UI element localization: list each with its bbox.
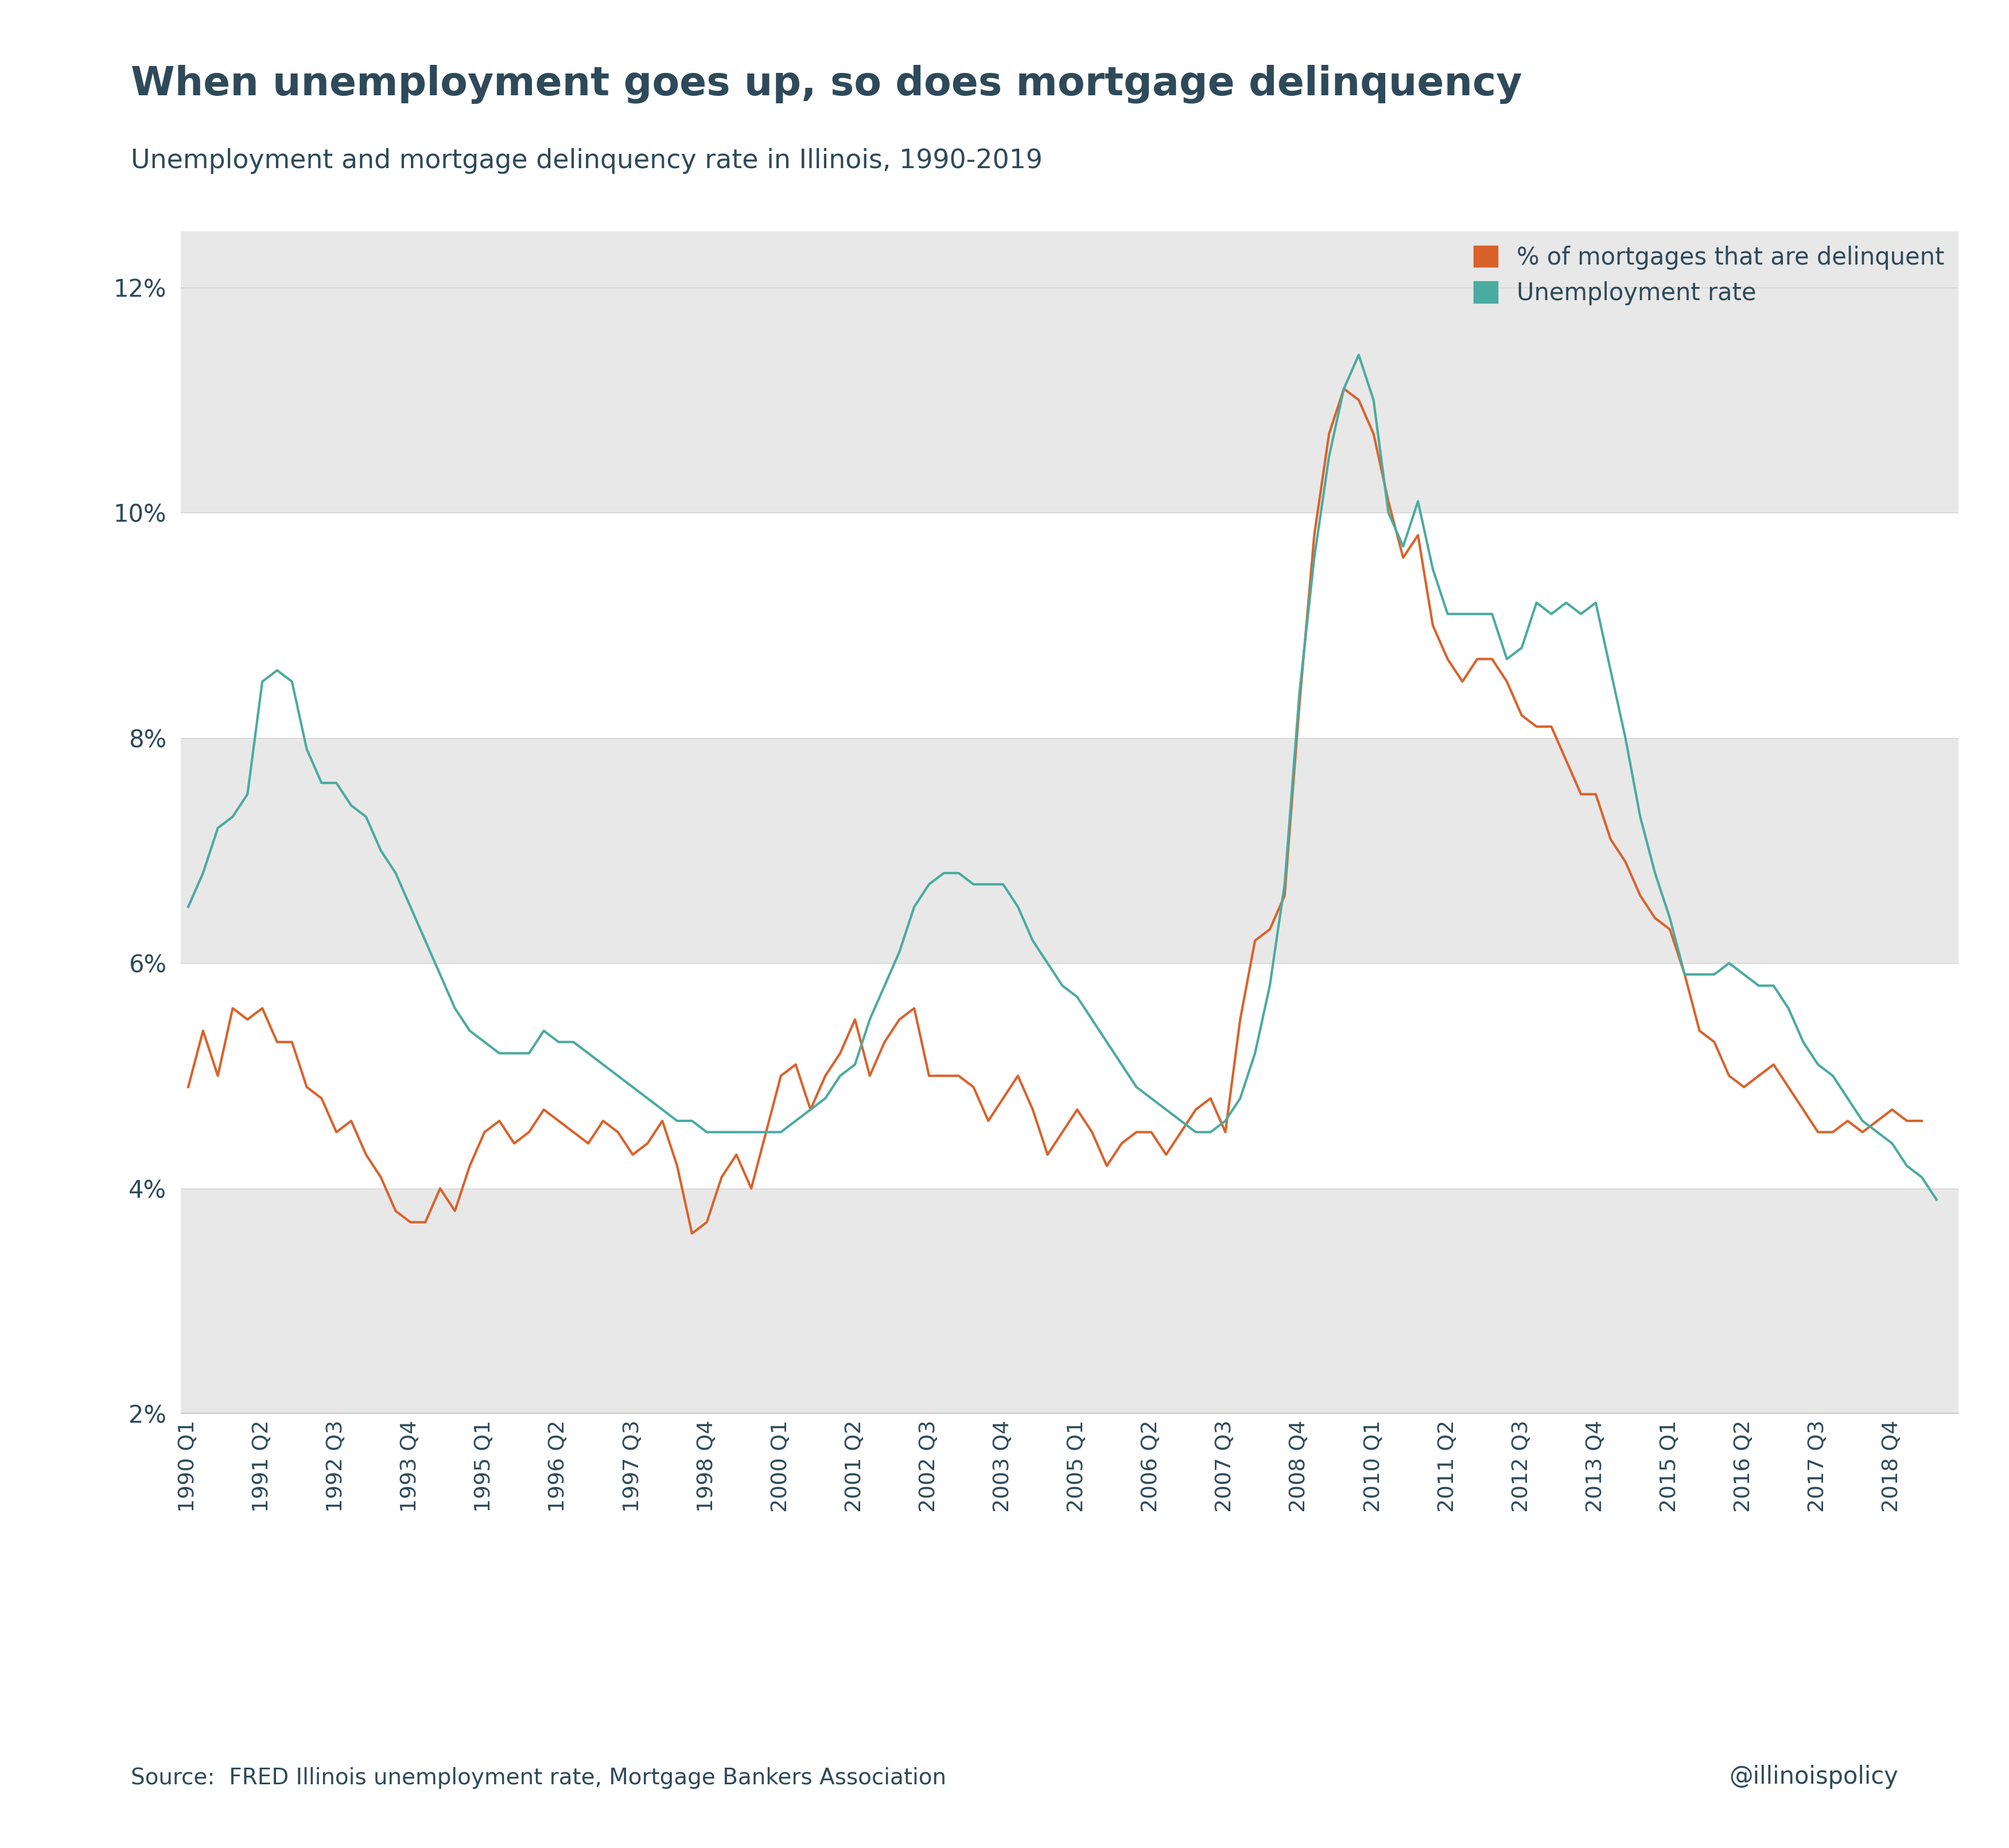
Bar bbox=[181, 737, 1959, 963]
Text: Unemployment and mortgage delinquency rate in Illinois, 1990-2019: Unemployment and mortgage delinquency ra… bbox=[131, 148, 1043, 174]
Text: When unemployment goes up, so does mortgage delinquency: When unemployment goes up, so does mortg… bbox=[131, 65, 1523, 103]
Bar bbox=[181, 231, 1959, 512]
Text: Source:  FRED Illinois unemployment rate, Mortgage Bankers Association: Source: FRED Illinois unemployment rate,… bbox=[131, 1767, 946, 1789]
Bar bbox=[181, 1188, 1959, 1414]
Text: @illinoispolicy: @illinoispolicy bbox=[1730, 1765, 1899, 1789]
Legend: % of mortgages that are delinquent, Unemployment rate: % of mortgages that are delinquent, Unem… bbox=[1465, 237, 1955, 314]
